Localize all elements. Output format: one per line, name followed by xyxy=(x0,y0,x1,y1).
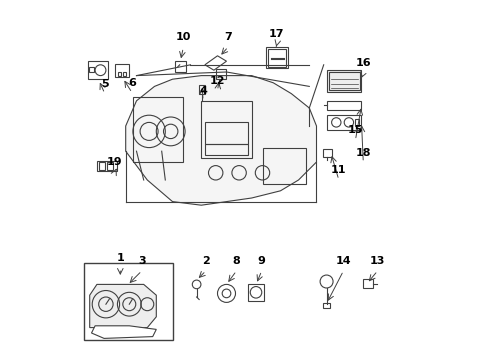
Bar xyxy=(115,64,128,77)
Bar xyxy=(107,162,113,170)
Polygon shape xyxy=(89,284,156,328)
Text: 6: 6 xyxy=(128,78,136,88)
Bar xyxy=(204,144,247,155)
Bar xyxy=(267,49,285,67)
Bar xyxy=(322,303,329,308)
Text: 15: 15 xyxy=(347,125,362,135)
Text: 10: 10 xyxy=(175,32,191,42)
Text: 3: 3 xyxy=(138,256,145,266)
Text: 1: 1 xyxy=(116,253,124,263)
Bar xyxy=(265,47,287,68)
Bar xyxy=(326,101,361,110)
Text: 14: 14 xyxy=(335,256,350,266)
Text: 7: 7 xyxy=(224,32,232,42)
Bar xyxy=(84,263,172,340)
Bar xyxy=(362,279,373,288)
Bar xyxy=(262,148,305,184)
Bar xyxy=(118,72,121,76)
Bar xyxy=(328,72,359,90)
Bar xyxy=(97,161,117,171)
Bar xyxy=(88,61,107,79)
Bar xyxy=(322,149,331,157)
Bar xyxy=(133,97,183,162)
Text: 13: 13 xyxy=(369,256,385,266)
Text: 11: 11 xyxy=(330,165,346,175)
Text: 8: 8 xyxy=(232,256,240,266)
Bar xyxy=(326,70,361,92)
Bar xyxy=(247,284,264,301)
Text: 19: 19 xyxy=(107,157,122,167)
Bar xyxy=(201,101,251,158)
Text: 12: 12 xyxy=(209,76,225,86)
Polygon shape xyxy=(91,326,156,338)
Polygon shape xyxy=(125,76,316,205)
Bar xyxy=(122,72,126,76)
Bar xyxy=(99,162,105,170)
Bar xyxy=(355,119,358,126)
Bar xyxy=(175,61,186,72)
Text: 4: 4 xyxy=(199,86,206,96)
Text: 9: 9 xyxy=(257,256,265,266)
Text: 17: 17 xyxy=(268,29,284,39)
Bar xyxy=(326,115,361,130)
Text: 16: 16 xyxy=(355,58,370,68)
Bar xyxy=(89,67,94,72)
Text: 5: 5 xyxy=(101,78,108,89)
Text: 2: 2 xyxy=(202,256,209,266)
Bar xyxy=(215,69,225,79)
Bar xyxy=(204,122,247,144)
Text: 18: 18 xyxy=(355,148,370,158)
Bar xyxy=(199,85,204,94)
